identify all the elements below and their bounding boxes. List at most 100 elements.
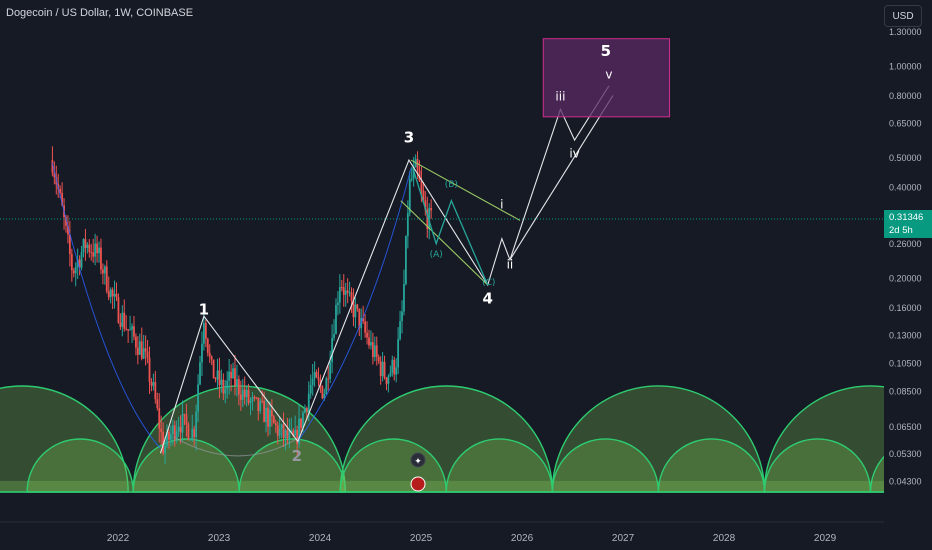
candle (422, 181, 425, 203)
curve-fit-right (297, 168, 412, 442)
candle-body (243, 389, 246, 398)
x-tick-label: 2027 (612, 533, 635, 544)
candle (67, 215, 69, 244)
candle (414, 154, 417, 168)
candle (181, 400, 184, 442)
candle-body (379, 361, 382, 377)
candle-body (257, 397, 260, 412)
candle-body (131, 326, 133, 330)
candle-body (422, 190, 425, 200)
candles (51, 146, 433, 465)
candle (162, 422, 165, 456)
candle (325, 376, 328, 395)
candle-body (389, 372, 392, 376)
candle (107, 276, 110, 301)
candle-body (393, 359, 396, 375)
candle (68, 220, 71, 267)
candle (362, 305, 365, 325)
candle (136, 335, 139, 365)
candle-body (344, 290, 347, 295)
candle (375, 336, 378, 366)
candle-body (399, 321, 401, 339)
candle (337, 291, 339, 316)
y-tick-label: 0.06500 (889, 422, 922, 432)
candle (154, 371, 157, 404)
candle-body (276, 424, 279, 436)
candle (158, 393, 161, 443)
candle-body (350, 292, 353, 302)
candle-body (236, 379, 238, 386)
candle-body (426, 209, 429, 230)
candle-body (300, 418, 302, 428)
cycle-arc-small-8 (869, 455, 884, 493)
candle-body (185, 414, 188, 425)
candle-body (315, 372, 318, 378)
candle (249, 397, 252, 416)
wave-label-v: v (605, 67, 612, 81)
candle (255, 397, 258, 400)
candle (80, 245, 83, 271)
candle (265, 398, 267, 433)
candle-body (292, 430, 295, 436)
candle (206, 337, 209, 357)
candle (70, 248, 73, 282)
candle-body (403, 284, 405, 312)
candle (94, 233, 97, 266)
candle-body (218, 370, 221, 385)
candle (78, 255, 81, 276)
candle (51, 146, 54, 177)
candle (387, 374, 390, 393)
candle (214, 376, 217, 383)
candle (280, 423, 283, 439)
candle-body (237, 379, 240, 395)
candle (377, 354, 380, 365)
candle-body (146, 351, 149, 358)
candle-body (51, 160, 54, 173)
candle-body (168, 431, 170, 440)
candle-body (282, 424, 285, 438)
candle (381, 352, 384, 382)
candle (278, 416, 281, 439)
cycle-arc-large-2 (339, 385, 554, 493)
candle (179, 415, 182, 444)
candle-body (406, 213, 409, 236)
candle-body (352, 301, 355, 318)
candle-body (284, 430, 287, 438)
candle-body (270, 409, 273, 417)
candle-body (362, 318, 365, 322)
candle-body (111, 289, 114, 297)
candle (177, 416, 180, 438)
candle (284, 428, 287, 451)
candle-body (86, 244, 89, 249)
candle-body (140, 341, 143, 359)
candle-body (340, 287, 343, 289)
candle-body (68, 234, 71, 254)
candle-body (391, 359, 394, 373)
candle (169, 425, 172, 447)
candle-body (102, 269, 104, 274)
candle (364, 314, 367, 338)
candle (88, 239, 91, 258)
candle (168, 429, 170, 449)
candle (222, 373, 225, 401)
candle-body (70, 253, 73, 271)
candle-body (125, 328, 128, 330)
candle (267, 402, 269, 437)
candle (208, 344, 211, 363)
candle-body (329, 362, 332, 379)
candle-body (288, 430, 291, 439)
candle-body (387, 375, 390, 384)
candle-body (401, 311, 403, 322)
candle-body (204, 322, 207, 339)
candle-body (323, 393, 326, 399)
candle-body (195, 411, 198, 438)
candle-body (224, 388, 227, 394)
candle (338, 274, 341, 314)
candle-body (193, 428, 196, 438)
event-marker-glyph: ✦ (414, 456, 422, 466)
candle (185, 403, 188, 437)
candle-body (177, 426, 180, 432)
currency-button[interactable]: USD (884, 5, 922, 27)
